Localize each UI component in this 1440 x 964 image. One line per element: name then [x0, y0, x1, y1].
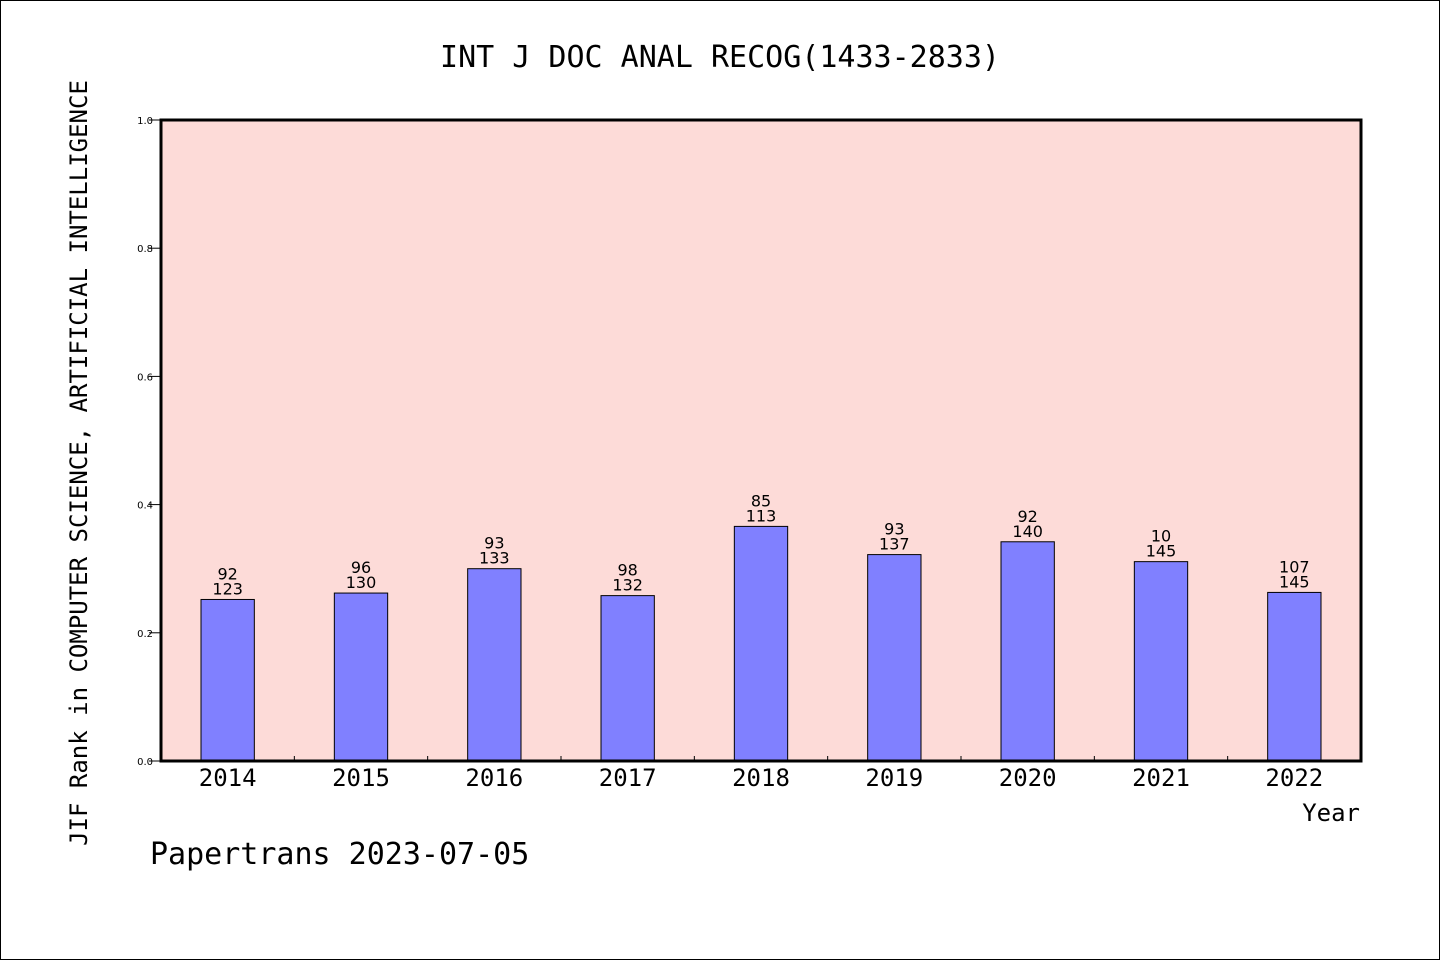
x-tick-label-2017: 2017: [599, 764, 657, 792]
x-tick-label-2020: 2020: [999, 764, 1057, 792]
rank-label-2016: 93: [484, 534, 504, 553]
rank-label-2022: 107: [1279, 557, 1310, 576]
bar-2014: [200, 598, 255, 762]
x-tick-label-2018: 2018: [732, 764, 790, 792]
total-label-2016: 133: [479, 549, 510, 568]
total-label-2018: 113: [746, 506, 777, 525]
x-tick-label-2016: 2016: [465, 764, 523, 792]
rank-label-2015: 96: [351, 558, 371, 577]
y-tick-label-1.0: 1.0: [137, 116, 153, 127]
total-label-2014: 123: [212, 579, 243, 598]
bar-2016: [467, 568, 522, 762]
bar-2015: [333, 592, 389, 762]
bar-2020: [1000, 541, 1055, 762]
bar-2018: [733, 525, 789, 762]
bars-group: [200, 525, 1322, 762]
y-tick-label-0.6: 0.6: [137, 372, 153, 383]
x-tick-label-2019: 2019: [865, 764, 923, 792]
x-tick-label-2014: 2014: [199, 764, 257, 792]
y-tick-label-0.0: 0.0: [137, 757, 153, 768]
y-tick-label-0.8: 0.8: [137, 244, 153, 255]
y-axis: 0.0 0.2 0.4 0.6 0.8 1.0: [137, 116, 161, 768]
bar-2021: [1133, 561, 1189, 762]
rank-label-2020: 92: [1017, 507, 1037, 526]
y-axis-label: JIF Rank in COMPUTER SCIENCE, ARTIFICIAL…: [65, 80, 93, 846]
total-label-2020: 140: [1012, 522, 1043, 541]
bar-2017: [600, 595, 655, 762]
plot-border: [159, 118, 1363, 763]
y-tick-label-0.4: 0.4: [137, 501, 153, 512]
x-axis: 2014 2015 2016 2017 2018 2019 2020 2021 2022: [199, 756, 1323, 792]
total-label-2017: 132: [612, 576, 643, 595]
total-label-2022: 145: [1279, 572, 1310, 591]
rank-label-2021: 10: [1151, 527, 1171, 546]
y-tick-label-0.2: 0.2: [137, 629, 153, 640]
footer-credit: Papertrans 2023-07-05: [150, 837, 529, 872]
chart-title: INT J DOC ANAL RECOG(1433-2833): [440, 40, 1000, 75]
bar-2019: [867, 554, 922, 762]
x-tick-label-2022: 2022: [1265, 764, 1323, 792]
total-label-2015: 130: [346, 573, 377, 592]
rank-label-2017: 98: [617, 561, 637, 580]
total-label-2019: 137: [879, 535, 910, 554]
x-tick-label-2021: 2021: [1132, 764, 1190, 792]
total-label-2021: 145: [1146, 542, 1177, 561]
rank-label-2019: 93: [884, 520, 904, 539]
rank-label-2018: 85: [751, 491, 771, 510]
bar-2022: [1267, 591, 1322, 762]
x-axis-label: Year: [1302, 799, 1360, 827]
rank-label-2014: 92: [217, 564, 237, 583]
x-tick-label-2015: 2015: [332, 764, 390, 792]
